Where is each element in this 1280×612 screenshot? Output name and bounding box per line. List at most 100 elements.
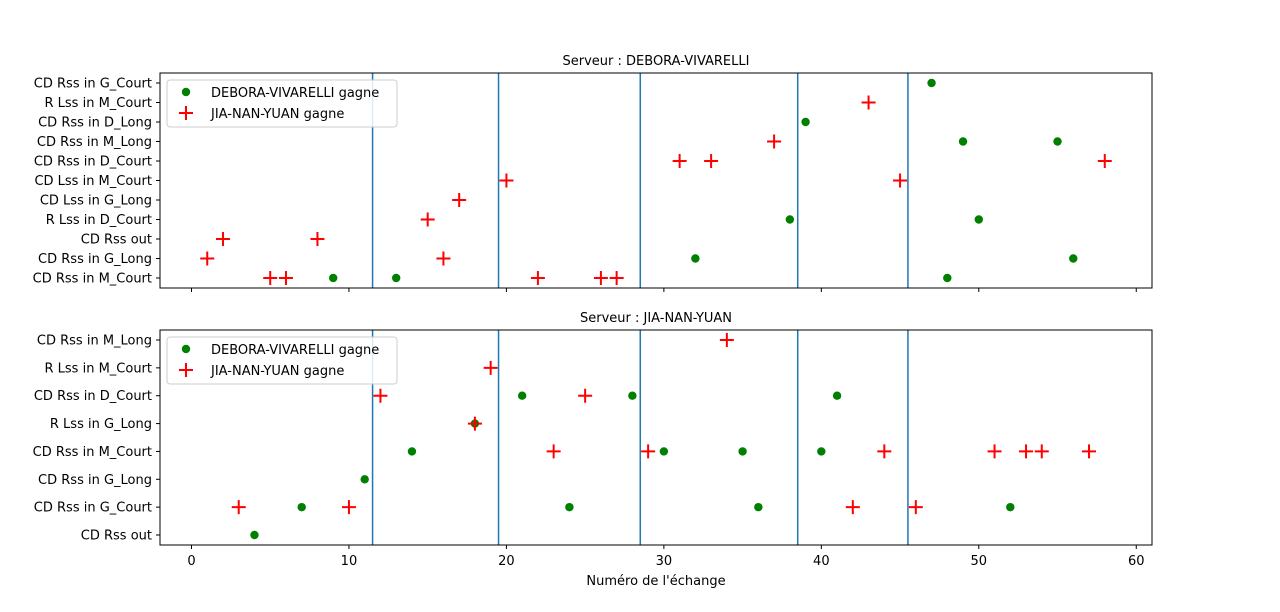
point-jia-win bbox=[436, 251, 451, 266]
point-jia-win bbox=[530, 271, 545, 285]
legend-box bbox=[166, 336, 398, 385]
point-jia-win bbox=[908, 500, 923, 515]
x-tick-label: 60 bbox=[1128, 554, 1145, 569]
y-tick-label: CD Rss in G_Court bbox=[34, 77, 152, 92]
point-jia-win bbox=[877, 444, 892, 459]
point-jia-win bbox=[467, 416, 482, 431]
point-debora-win bbox=[297, 502, 306, 512]
y-tick-label: CD Rss in M_Court bbox=[33, 445, 152, 460]
panel-title: Serveur : JIA-NAN-YUAN bbox=[580, 311, 732, 326]
point-debora-win bbox=[517, 391, 527, 400]
point-jia-win bbox=[341, 500, 356, 515]
axes-frame bbox=[159, 72, 1153, 289]
x-tick-label: 50 bbox=[971, 554, 988, 569]
legend-label-jia: JIA-NAN-YUAN gagne bbox=[210, 107, 344, 122]
point-debora-win bbox=[329, 273, 338, 283]
point-debora-win bbox=[832, 391, 842, 400]
legend-marker-jia bbox=[179, 106, 193, 120]
panel-server-jia: Serveur : JIA-NAN-YUAN CD Rss out CD Rss i… bbox=[33, 311, 1153, 569]
point-jia-win bbox=[499, 173, 514, 188]
x-tick-label: 30 bbox=[656, 554, 673, 569]
y-tick-label: CD Lss in M_Court bbox=[34, 174, 152, 189]
panel-server-debora: Serveur : DEBORA-VIVARELLI CD Rss in M_Co… bbox=[33, 54, 1153, 292]
point-debora-win bbox=[754, 502, 763, 512]
x-tick-label: 40 bbox=[813, 554, 830, 569]
point-jia-win bbox=[593, 271, 608, 285]
point-debora-win bbox=[958, 137, 968, 146]
point-jia-win bbox=[893, 173, 908, 188]
point-jia-win bbox=[578, 388, 593, 403]
y-tick-label: R Lss in G_Long bbox=[50, 417, 152, 432]
panel-title: Serveur : DEBORA-VIVARELLI bbox=[563, 54, 750, 69]
point-jia-win bbox=[672, 154, 687, 168]
point-jia-win bbox=[704, 154, 719, 168]
point-debora-win bbox=[1069, 254, 1078, 263]
point-debora-win bbox=[628, 391, 637, 400]
point-jia-win bbox=[200, 251, 215, 266]
point-jia-win bbox=[278, 271, 293, 285]
point-jia-win bbox=[609, 271, 624, 285]
point-debora-win bbox=[927, 78, 936, 88]
x-axis-label: Numéro de l'échange bbox=[586, 574, 725, 589]
y-tick-label: CD Rss in M_Long bbox=[37, 334, 152, 349]
point-debora-win bbox=[801, 117, 810, 127]
axes-frame bbox=[159, 329, 1153, 546]
point-debora-win bbox=[738, 447, 747, 456]
point-jia-win bbox=[719, 333, 734, 347]
point-jia-win bbox=[1082, 444, 1097, 459]
y-tick-label: CD Rss in M_Court bbox=[33, 272, 152, 287]
point-jia-win bbox=[641, 444, 656, 459]
point-jia-win bbox=[1097, 154, 1112, 168]
point-jia-win bbox=[987, 444, 1002, 459]
legend-label-debora: DEBORA-VIVARELLI gagne bbox=[211, 343, 379, 358]
point-debora-win bbox=[974, 215, 983, 224]
point-jia-win bbox=[373, 388, 388, 403]
point-jia-win bbox=[1034, 444, 1049, 459]
y-tick-label: R Lss in M_Court bbox=[45, 96, 153, 111]
y-tick-label: CD Rss in D_Court bbox=[34, 155, 152, 170]
point-debora-win bbox=[943, 273, 952, 283]
y-tick-label: CD Rss out bbox=[81, 529, 152, 544]
y-tick-label: R Lss in D_Court bbox=[46, 213, 152, 228]
point-jia-win bbox=[546, 444, 561, 459]
point-jia-win bbox=[1019, 444, 1034, 459]
legend-marker-debora bbox=[181, 87, 191, 97]
y-tick-label: CD Rss in M_Long bbox=[37, 135, 152, 150]
y-tick-label: R Lss in M_Court bbox=[45, 361, 153, 376]
point-debora-win bbox=[250, 530, 259, 540]
point-debora-win bbox=[691, 254, 700, 263]
point-jia-win bbox=[263, 271, 278, 285]
y-tick-label: CD Rss in G_Court bbox=[34, 501, 152, 516]
point-jia-win bbox=[231, 500, 246, 515]
point-jia-win bbox=[420, 212, 435, 227]
legend-label-debora: DEBORA-VIVARELLI gagne bbox=[211, 86, 379, 101]
point-debora-win bbox=[1006, 502, 1015, 512]
legend-box bbox=[166, 79, 398, 128]
x-tick-label: 20 bbox=[498, 554, 515, 569]
legend-marker-jia bbox=[179, 363, 193, 377]
point-debora-win bbox=[407, 447, 417, 456]
point-jia-win bbox=[215, 232, 230, 246]
point-jia-win bbox=[861, 95, 876, 110]
legend-label-jia: JIA-NAN-YUAN gagne bbox=[210, 364, 344, 379]
point-jia-win bbox=[845, 500, 860, 515]
point-debora-win bbox=[391, 273, 401, 283]
point-jia-win bbox=[767, 134, 782, 149]
legend-marker-debora bbox=[181, 344, 191, 354]
x-tick-label: 10 bbox=[341, 554, 358, 569]
y-tick-label: CD Rss in D_Long bbox=[38, 116, 152, 131]
y-tick-label: CD Rss in G_Long bbox=[38, 473, 152, 488]
point-debora-win bbox=[565, 502, 574, 512]
x-tick-label: 0 bbox=[187, 554, 195, 569]
point-debora-win bbox=[817, 447, 826, 456]
point-jia-win bbox=[310, 232, 325, 246]
y-tick-label: CD Lss in G_Long bbox=[40, 194, 152, 209]
y-tick-label: CD Rss in G_Long bbox=[38, 252, 152, 267]
y-tick-label: CD Rss out bbox=[81, 233, 152, 248]
point-jia-win bbox=[452, 193, 467, 207]
point-debora-win bbox=[360, 475, 369, 484]
y-tick-label: CD Rss in D_Court bbox=[34, 389, 152, 404]
point-jia-win bbox=[483, 360, 498, 375]
point-debora-win bbox=[659, 447, 669, 456]
